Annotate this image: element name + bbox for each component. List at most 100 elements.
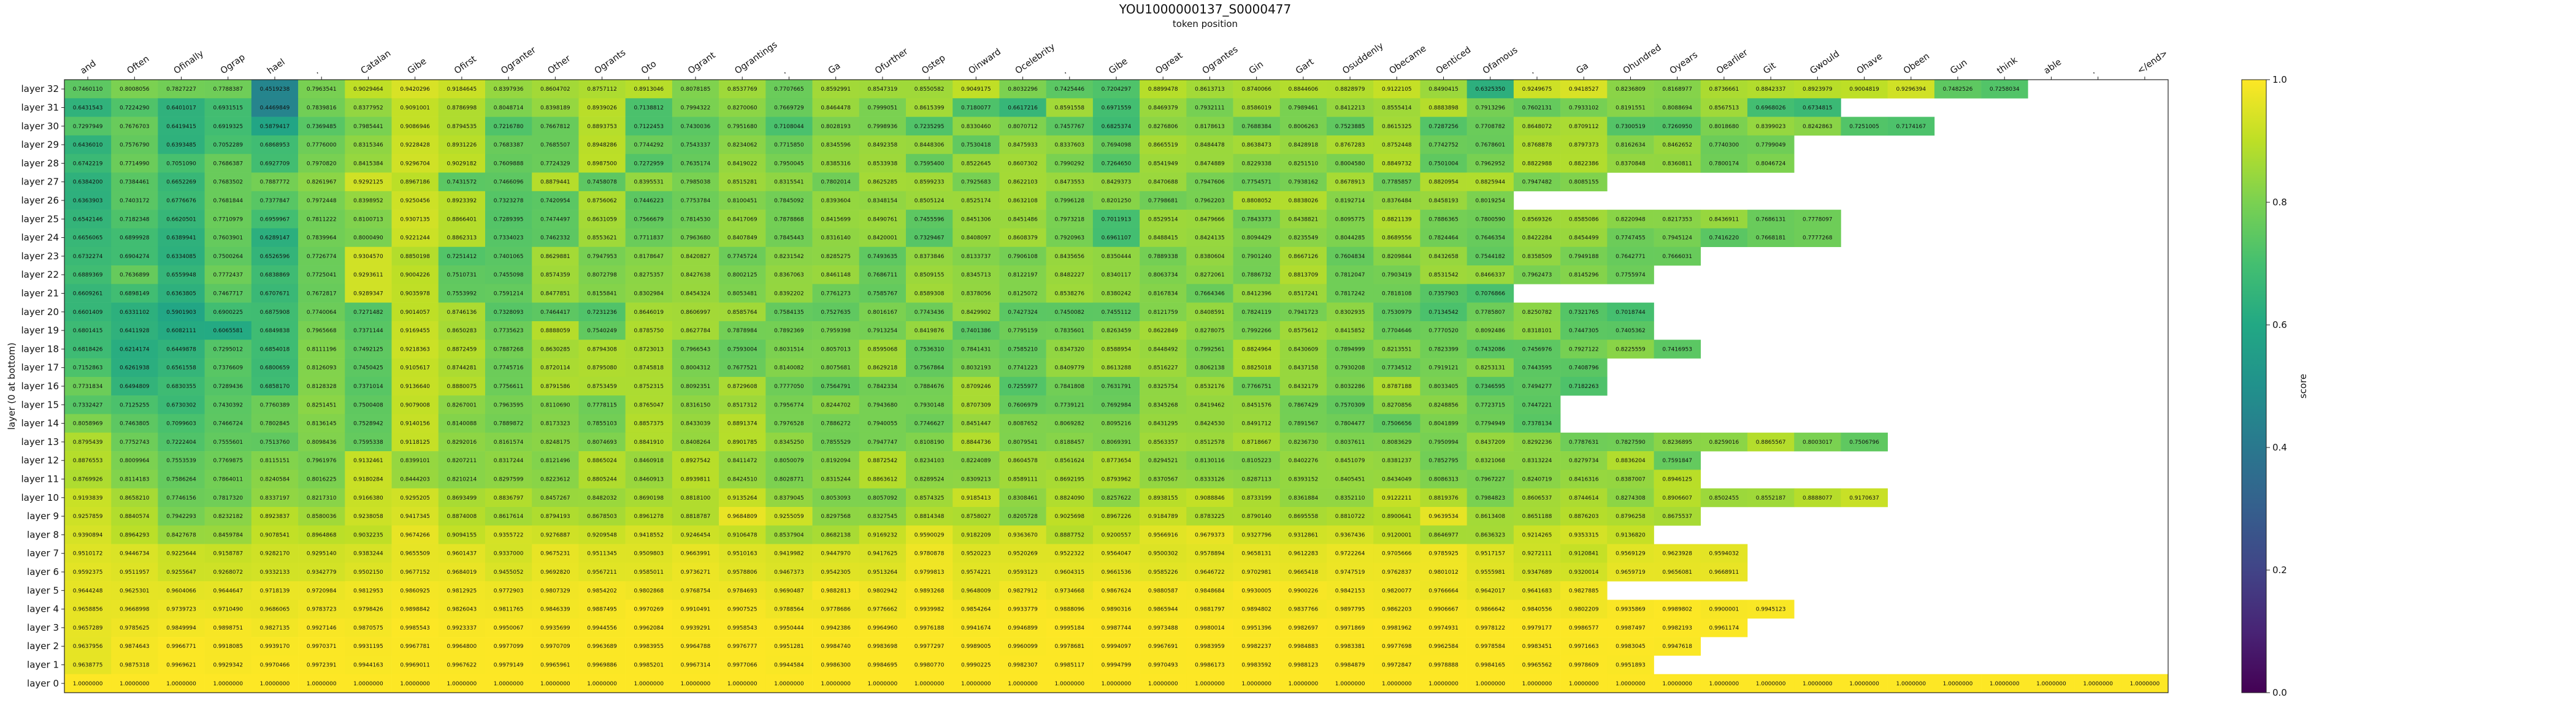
cell-value-label: 0.8004580 xyxy=(1335,161,1365,167)
cell-value-label: 0.8325754 xyxy=(1148,384,1178,390)
cell-value-label: 0.6776676 xyxy=(166,198,196,204)
heatmap-cell xyxy=(906,618,953,638)
heatmap-cell xyxy=(1092,451,1140,470)
y-tick-label: layer 22 xyxy=(21,269,59,280)
cell-value-label: 0.8347320 xyxy=(1054,346,1084,352)
heatmap-cell xyxy=(1046,376,1094,396)
cell-value-label: 0.7867429 xyxy=(1289,402,1319,408)
heatmap-cell xyxy=(953,116,1000,136)
heatmap-cell xyxy=(859,321,907,340)
heatmap-cell xyxy=(1233,600,1281,619)
cell-value-label: 0.7669729 xyxy=(774,105,804,111)
heatmap-cell xyxy=(906,376,953,396)
heatmap-cell xyxy=(1373,395,1420,414)
cell-value-label: 0.8427638 xyxy=(681,272,711,278)
heatmap-cell xyxy=(1233,265,1281,284)
heatmap-cell xyxy=(1654,154,1701,173)
cell-value-label: 0.9555981 xyxy=(1475,569,1505,576)
cell-value-label: 0.8939026 xyxy=(587,105,617,111)
x-tick-label: Oearlier xyxy=(1715,48,1750,76)
heatmap-cell xyxy=(1420,395,1467,414)
heatmap-cell xyxy=(204,506,252,526)
heatmap-cell xyxy=(485,674,532,693)
cell-value-label: 0.8155841 xyxy=(587,291,617,297)
cell-value-label: 0.8567513 xyxy=(1709,105,1739,111)
cell-value-label: 1.0000000 xyxy=(634,681,664,687)
cell-value-label: 0.8824090 xyxy=(1054,495,1084,501)
cell-value-label: 0.7506656 xyxy=(1382,421,1412,427)
cell-value-label: 0.9846339 xyxy=(540,607,570,613)
heatmap-cell xyxy=(1092,284,1140,303)
x-tick-label: Ofinally xyxy=(172,48,206,76)
cell-value-label: 0.8946125 xyxy=(1662,477,1692,483)
cell-value-label: 0.7664346 xyxy=(1195,291,1225,297)
cell-value-label: 0.8615325 xyxy=(1382,124,1412,130)
cell-value-label: 0.8586019 xyxy=(1241,105,1271,111)
cell-value-label: 0.7334023 xyxy=(494,235,524,242)
cell-value-label: 0.9585226 xyxy=(1148,569,1178,576)
cell-value-label: 0.9390894 xyxy=(73,532,103,538)
heatmap-cell xyxy=(1560,358,1608,378)
heatmap-cell xyxy=(485,265,532,284)
x-tick-label: Ograntings xyxy=(733,40,779,76)
cell-value-label: 0.8092351 xyxy=(681,384,711,390)
cell-value-label: 0.8631059 xyxy=(587,216,617,223)
cell-value-label: 0.8434049 xyxy=(1382,477,1412,483)
heatmap-cell xyxy=(532,544,579,563)
cell-value-label: 0.9304570 xyxy=(353,254,383,260)
cell-value-label: 0.9511345 xyxy=(587,551,617,557)
cell-value-label: 0.8345713 xyxy=(961,272,991,278)
cell-value-label: 0.8224089 xyxy=(961,458,991,464)
heatmap-cell xyxy=(64,246,112,266)
heatmap-cell xyxy=(204,302,252,322)
heatmap-cell xyxy=(1327,674,1374,693)
heatmap-cell xyxy=(1186,618,1233,638)
cell-value-label: 0.9255059 xyxy=(774,514,804,520)
heatmap-cell xyxy=(298,135,345,154)
cell-value-label: 0.7377847 xyxy=(260,198,290,204)
x-tick-labels: and Often Ofinally Ograp hael. Catalan Gibe Ofi… xyxy=(79,40,2169,80)
cell-value-label: 0.8512578 xyxy=(1195,440,1225,446)
heatmap-cell xyxy=(1092,525,1140,544)
heatmap-cell xyxy=(1420,246,1467,266)
cell-value-label: 1.0000000 xyxy=(353,681,383,687)
cell-value-label: 0.9980014 xyxy=(1195,625,1225,631)
heatmap-cell xyxy=(1513,376,1561,396)
cell-value-label: 0.9140156 xyxy=(400,421,430,427)
heatmap-cell xyxy=(345,358,392,378)
cell-value-label: 0.8454324 xyxy=(681,291,711,297)
heatmap-cell xyxy=(1373,80,1420,99)
heatmap-cell xyxy=(625,135,673,154)
cell-value-label: 0.9739723 xyxy=(166,607,196,613)
cell-value-label: 0.7462332 xyxy=(540,235,570,242)
cell-value-label: 0.9989802 xyxy=(1662,607,1692,613)
cell-value-label: 0.9984879 xyxy=(1335,663,1365,669)
cell-value-label: 0.8876203 xyxy=(1569,514,1599,520)
cell-value-label: 0.7708782 xyxy=(1475,124,1505,130)
heatmap-cell xyxy=(578,321,626,340)
heatmap-cell xyxy=(1140,172,1187,192)
cell-value-label: 0.8337603 xyxy=(1054,142,1084,148)
cell-value-label: 0.8863612 xyxy=(868,477,898,483)
heatmap-cell xyxy=(906,562,953,582)
cell-value-label: 0.7371144 xyxy=(353,328,383,334)
cell-value-label: 0.7740300 xyxy=(1709,142,1739,148)
cell-value-label: 0.7530418 xyxy=(961,142,991,148)
cell-value-label: 0.8377952 xyxy=(353,105,383,111)
cell-value-label: 0.9768754 xyxy=(681,588,711,594)
cell-value-label: 0.7711837 xyxy=(634,235,664,242)
cell-value-label: 0.8591558 xyxy=(1054,105,1084,111)
heatmap-cell xyxy=(1233,358,1281,378)
cell-value-label: 0.9658131 xyxy=(1241,551,1271,557)
heatmap-cell xyxy=(1092,618,1140,638)
cell-value-label: 0.9950444 xyxy=(774,625,804,631)
cell-value-label: 0.9983381 xyxy=(1335,644,1365,650)
heatmap-cell xyxy=(1279,470,1327,489)
cell-value-label: 0.9970493 xyxy=(1148,663,1178,669)
heatmap-cell xyxy=(812,210,860,229)
heatmap-cell xyxy=(1420,135,1467,154)
heatmap-cell xyxy=(999,358,1046,378)
heatmap-cell xyxy=(625,395,673,414)
cell-value-label: 0.8880075 xyxy=(447,384,477,390)
cell-value-label: 0.7920963 xyxy=(1054,235,1084,242)
